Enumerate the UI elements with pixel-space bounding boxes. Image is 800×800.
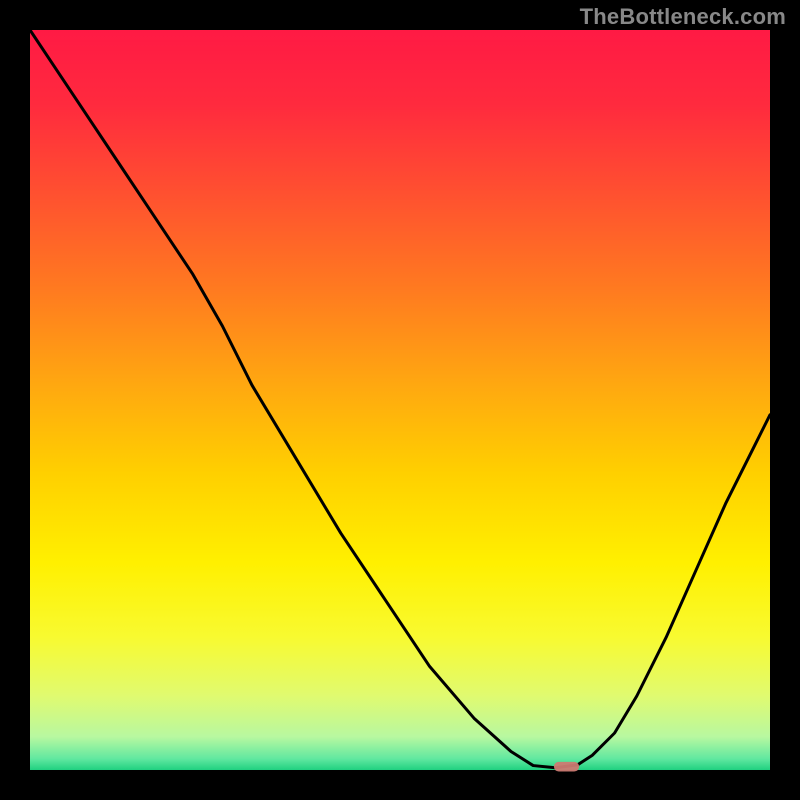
optimal-marker: [554, 762, 579, 772]
plot-area-gradient: [30, 30, 770, 770]
chart-container: TheBottleneck.com: [0, 0, 800, 800]
watermark-text: TheBottleneck.com: [580, 4, 786, 30]
bottleneck-chart: [0, 0, 800, 800]
